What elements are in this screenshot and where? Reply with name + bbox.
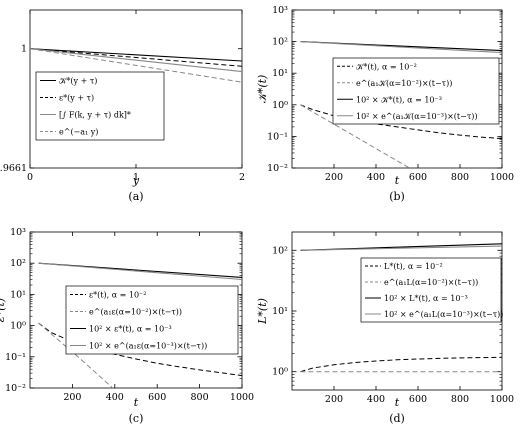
panel-caption: (d) — [389, 412, 405, 425]
series-line — [38, 262, 242, 281]
panel-caption: (b) — [389, 190, 405, 203]
y-axis-label: 𝒦*(t) — [256, 75, 269, 104]
y-tick-label: 10⁰ — [272, 100, 288, 111]
panel-caption: (c) — [129, 412, 144, 425]
series-group — [300, 243, 502, 373]
series-group — [38, 262, 242, 388]
x-tick-label: 200 — [325, 394, 343, 405]
x-tick-label: 600 — [409, 172, 427, 183]
y-tick-label: 1 — [21, 44, 27, 55]
y-tick-label: 0.9661 — [0, 163, 27, 174]
legend-entry: 𝒦*(t), α = 10⁻² — [356, 62, 417, 71]
y-axis-label: L*(t) — [256, 298, 269, 325]
legend-entry: 10² × e^(a₁L(α=10⁻³)×(t−τ)) — [384, 310, 503, 319]
x-tick-label: 1000 — [230, 392, 254, 403]
panel-b: 200 400 600 800 1000 10⁻² 10⁻¹ 10⁰ 10¹ 10² 10³ t 𝒦*(… — [256, 5, 514, 203]
y-tick-label: 10² — [10, 258, 26, 269]
legend-box — [360, 257, 502, 323]
legend-entry: ε*(t), α = 10⁻² — [89, 291, 147, 300]
series-line — [38, 322, 242, 377]
series-line — [30, 48, 242, 67]
x-tick-label: 1000 — [490, 172, 514, 183]
y-tick-label: 10² — [272, 37, 288, 48]
x-tick-label: 200 — [63, 392, 81, 403]
x-tick-label: 200 — [325, 172, 343, 183]
series-line — [30, 48, 242, 73]
plot-frame — [29, 231, 243, 389]
legend-entry: 10² × e^(a₁ε(α=10⁻³)×(t−τ)) — [89, 342, 207, 351]
series-line — [30, 48, 242, 62]
x-tick-label: 800 — [191, 392, 209, 403]
series-line — [300, 104, 410, 168]
legend-entry: ε*(y + τ) — [59, 94, 94, 103]
x-tick-label: 400 — [367, 394, 385, 405]
y-tick-label: 10³ — [10, 227, 26, 238]
legend-entry: L*(t), α = 10⁻² — [384, 262, 443, 271]
legend-entry: e^(−a₁ y) — [59, 128, 98, 137]
y-tick-label: 10⁰ — [10, 321, 26, 332]
series-group — [30, 48, 242, 83]
y-tick-label: 10⁻¹ — [267, 131, 288, 142]
y-tick-label: 10¹ — [10, 289, 26, 300]
x-axis-label: t — [395, 396, 400, 409]
x-tick-label: 400 — [367, 172, 385, 183]
series-line — [38, 322, 114, 388]
panel-c: 200 400 600 800 1000 10⁻² 10⁻¹ 10⁰ 10¹ 10² 10³ t ε*(… — [0, 227, 254, 425]
x-axis-label: t — [134, 396, 139, 409]
x-tick-label: 600 — [409, 394, 427, 405]
panel-caption: (a) — [128, 190, 143, 203]
legend-entry: e^(a₁𝒦(α=10⁻²)×(t−τ)) — [356, 79, 452, 88]
series-line — [300, 245, 502, 251]
y-tick-label: 10⁻¹ — [5, 352, 26, 363]
x-tick-label: 800 — [451, 394, 469, 405]
x-axis-label: t — [395, 174, 400, 187]
legend-box — [35, 71, 165, 141]
legend-entry: e^(a₁L(α=10⁻²)×(t−τ)) — [384, 278, 478, 287]
y-tick-label: 10¹ — [272, 306, 288, 317]
x-tick-label: 1 — [133, 172, 139, 183]
legend-entry: 10² × e^(a₁𝒦(α=10⁻³)×(t−τ)) — [356, 112, 478, 121]
x-axis-label: y — [132, 174, 140, 187]
series-line — [30, 48, 242, 83]
y-tick-label: 10⁻² — [5, 383, 26, 394]
legend-entry: 10² × L*(t), α = 10⁻³ — [384, 294, 468, 303]
x-tick-label: 800 — [451, 172, 469, 183]
series-line — [300, 356, 502, 373]
x-tick-label: 0 — [27, 172, 33, 183]
series-line — [300, 41, 502, 54]
y-tick-label: 10³ — [272, 5, 288, 16]
y-tick-label: 10⁻² — [267, 163, 288, 174]
legend-box — [65, 285, 239, 355]
series-group — [300, 41, 502, 168]
x-tick-label: 2 — [239, 172, 245, 183]
legend-entry: 10² × 𝒦*(t), α = 10⁻³ — [356, 95, 442, 104]
panel-d: 200 400 600 800 1000 10⁰ 10¹ 10² t L*(t) L*(t), α … — [256, 231, 514, 425]
y-axis-label: ε*(t) — [0, 298, 7, 322]
legend-entry: e^(a₁ε(α=10⁻²)×(t−τ)) — [89, 308, 182, 317]
x-tick-label: 600 — [148, 392, 166, 403]
legend-entry: [∫ F(k, y + τ) dk]* — [59, 111, 131, 120]
y-tick-label: 10¹ — [272, 68, 288, 79]
legend-box — [332, 57, 500, 125]
legend-entry: 𝒦*(y + τ) — [59, 77, 97, 86]
legend-entry: 10² × ε*(t), α = 10⁻³ — [89, 325, 172, 334]
x-tick-label: 400 — [106, 392, 124, 403]
y-tick-label: 10² — [272, 245, 288, 256]
x-tick-label: 1000 — [490, 394, 514, 405]
plot-frame — [291, 9, 503, 169]
series-line — [300, 104, 502, 140]
y-tick-label: 10⁰ — [272, 367, 288, 378]
